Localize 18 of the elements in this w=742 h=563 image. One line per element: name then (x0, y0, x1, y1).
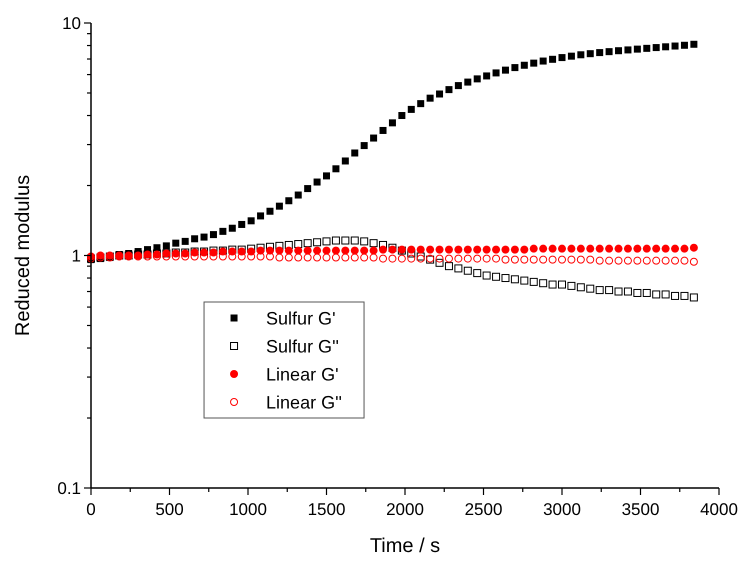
y-tick-label: 1 (72, 246, 81, 266)
x-tick-label: 3000 (543, 500, 581, 519)
legend-label: Linear G'' (266, 392, 342, 412)
x-tick-label: 0 (86, 500, 96, 519)
legend-label: Sulfur G' (266, 308, 336, 328)
x-tick-label: 2000 (386, 500, 424, 519)
x-tick-label: 2500 (464, 500, 502, 519)
x-axis-title: Time / s (370, 535, 440, 557)
y-axis-title: Reduced modulus (12, 174, 34, 336)
x-tick-label: 1000 (229, 500, 267, 519)
x-tick-label: 3500 (622, 500, 660, 519)
x-tick-label: 500 (155, 500, 184, 519)
y-tick-label: 0.1 (57, 478, 81, 498)
x-tick-label: 1500 (308, 500, 346, 519)
x-tick-label: 4000 (700, 500, 738, 519)
y-tick-label: 10 (62, 14, 81, 33)
legend-label: Sulfur G'' (266, 336, 339, 356)
legend-label: Linear G' (266, 364, 339, 384)
